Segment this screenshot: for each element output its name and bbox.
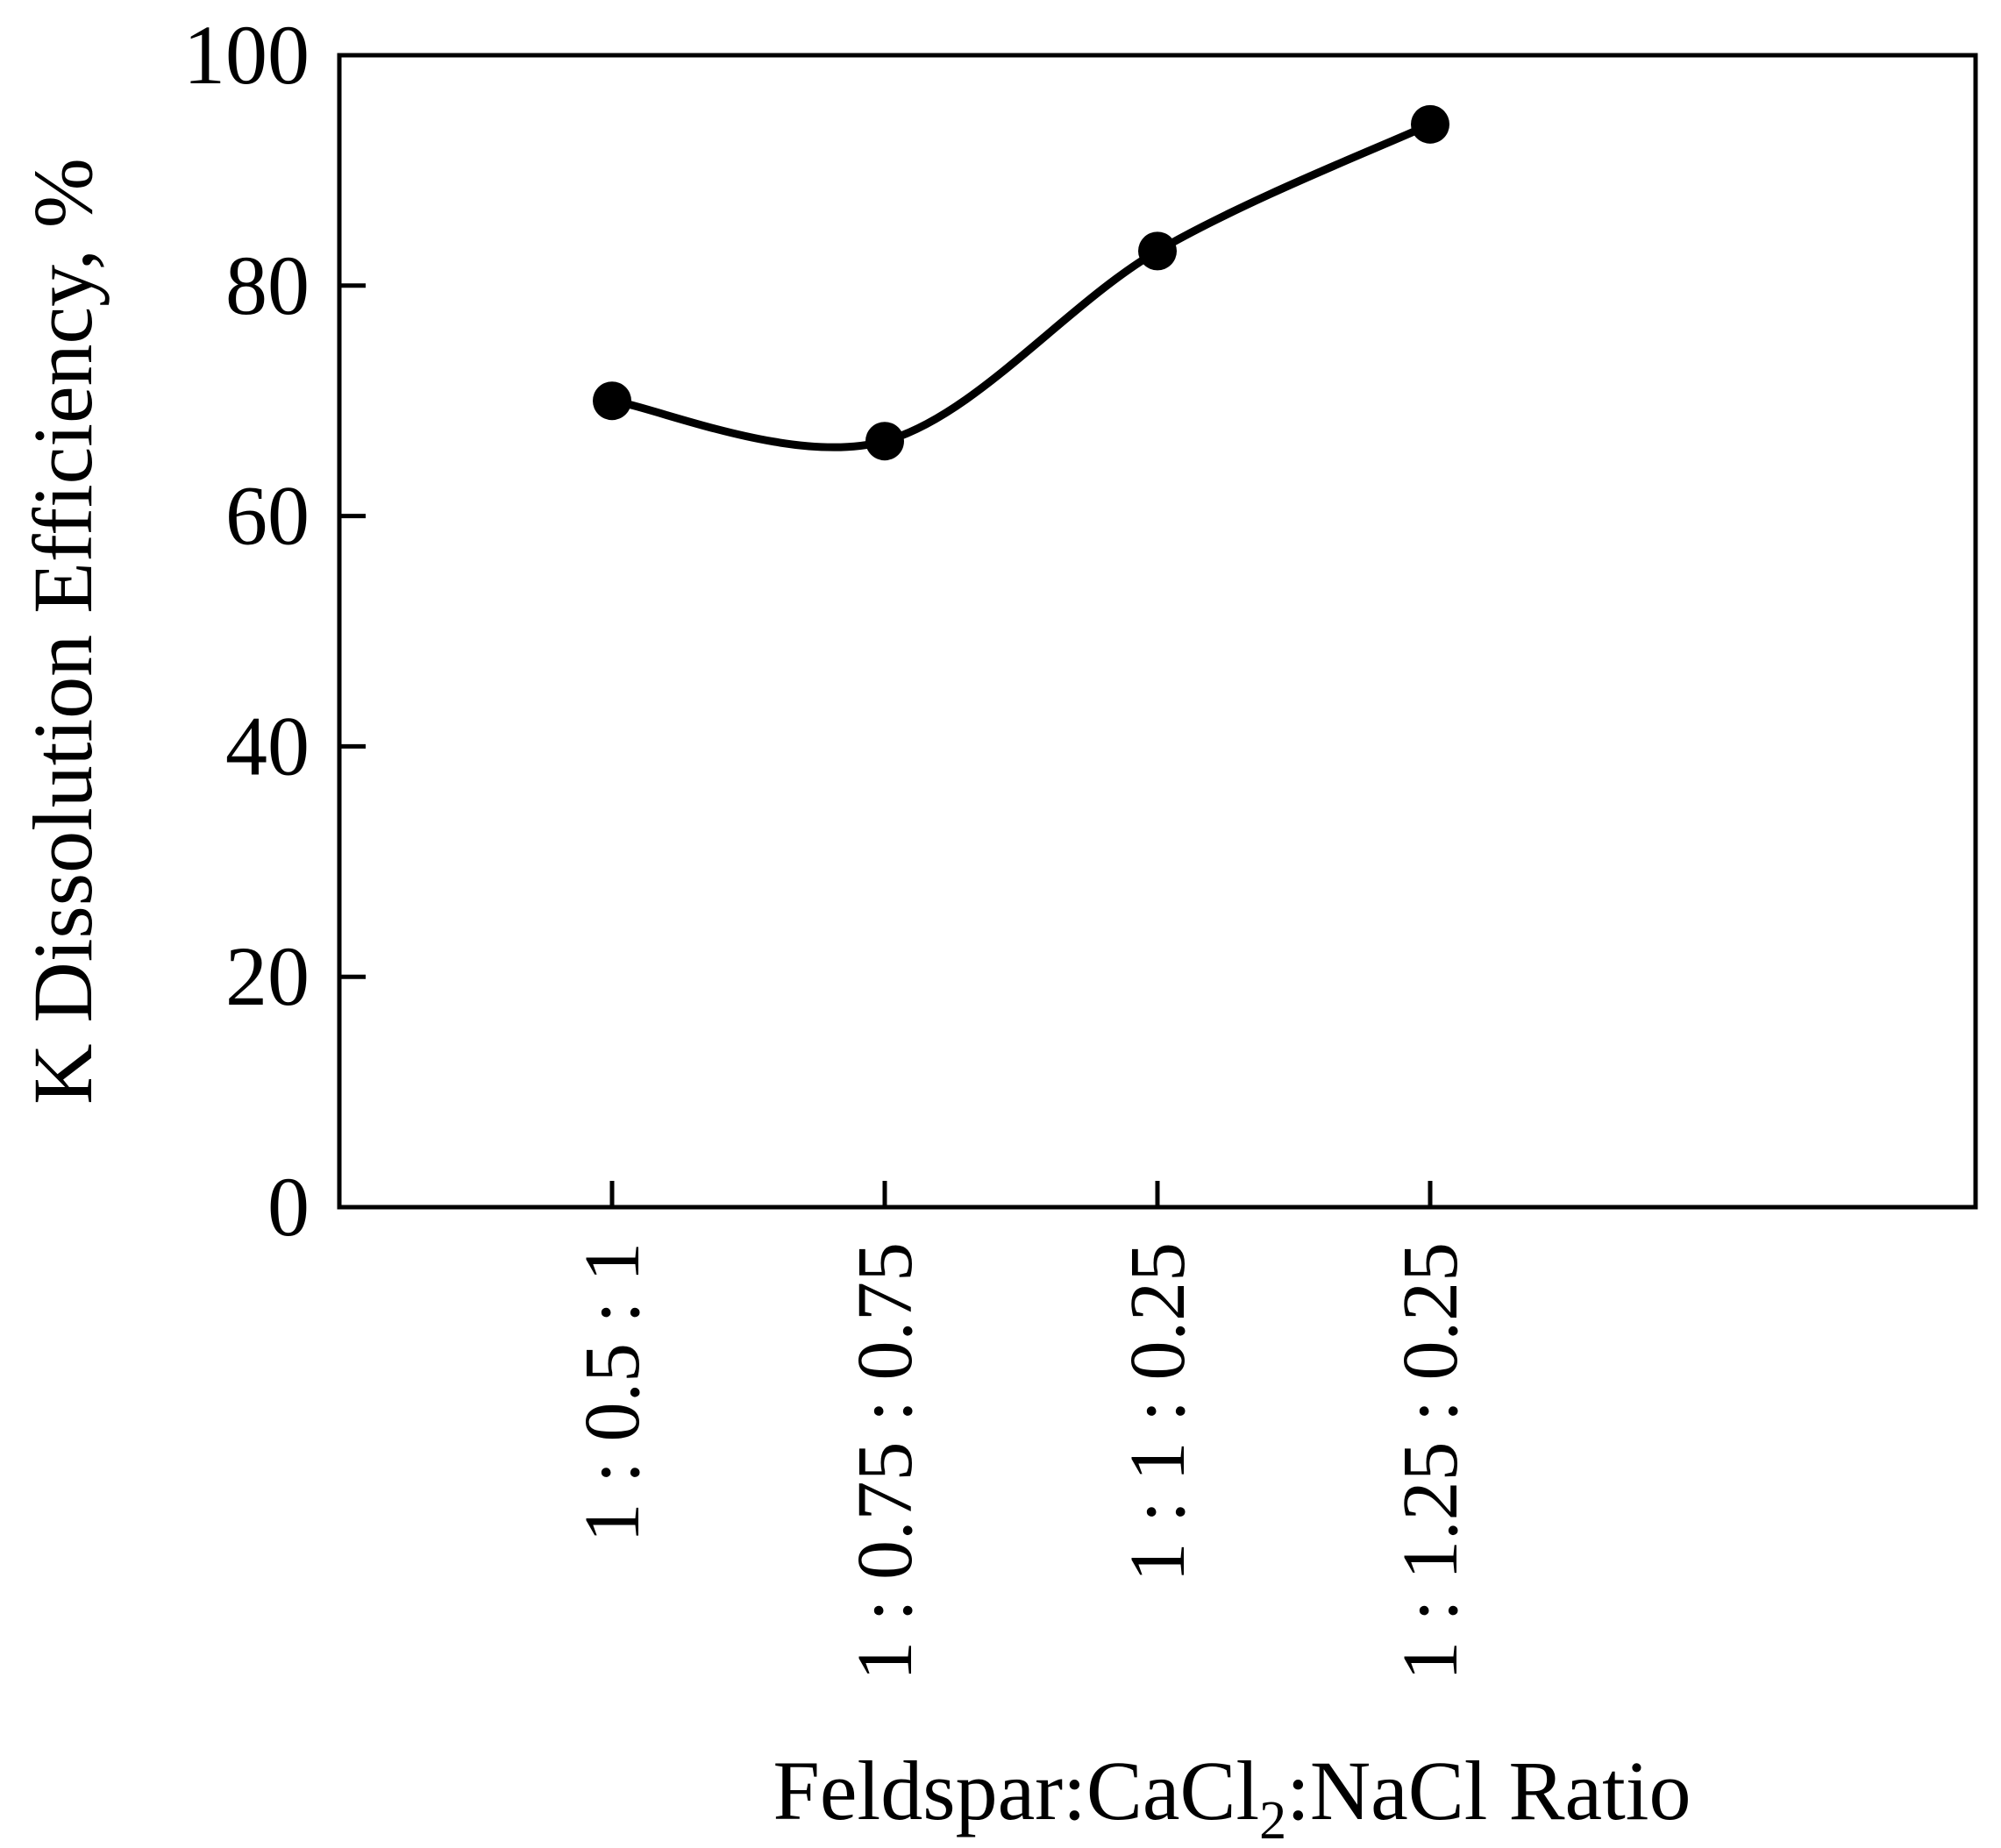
x-tick-label: 1 : 0.75 : 0.75 <box>842 1242 929 1681</box>
series-layer <box>593 104 1449 461</box>
y-tick-label: 20 <box>225 929 310 1023</box>
y-tick-label: 80 <box>225 238 310 332</box>
y-tick-label: 60 <box>225 469 310 563</box>
x-axis-title-subscript: 2 <box>1259 1791 1286 1848</box>
x-tick-label: 1 : 1.25 : 0.25 <box>1387 1242 1474 1681</box>
data-point <box>593 381 631 421</box>
y-axis-title: K Dissolution Efficiency, % <box>16 158 110 1105</box>
y-tick-label: 40 <box>225 699 310 793</box>
y-axis-ticks: 0 20 40 60 80 100 <box>183 8 366 1254</box>
x-axis-title-prefix: Feldspar:CaCl <box>773 1744 1260 1837</box>
x-tick-label: 1 : 0.5 : 1 <box>569 1242 656 1543</box>
x-tick-label: 1 : 1 : 0.25 <box>1114 1242 1201 1582</box>
plot-frame <box>337 53 1978 1210</box>
x-axis-ticks: 1 : 0.5 : 1 1 : 0.75 : 0.75 1 : 1 : 0.25 1 … <box>569 1181 1474 1681</box>
y-tick-label: 0 <box>267 1160 310 1254</box>
data-point <box>1411 104 1449 144</box>
series-line <box>608 120 1435 451</box>
data-point <box>865 422 904 461</box>
x-axis-title-suffix: :NaCl Ratio <box>1286 1744 1691 1837</box>
x-axis-title: Feldspar:CaCl2:NaCl Ratio <box>773 1744 1691 1848</box>
data-point <box>1138 231 1177 271</box>
y-tick-label: 100 <box>183 8 310 102</box>
